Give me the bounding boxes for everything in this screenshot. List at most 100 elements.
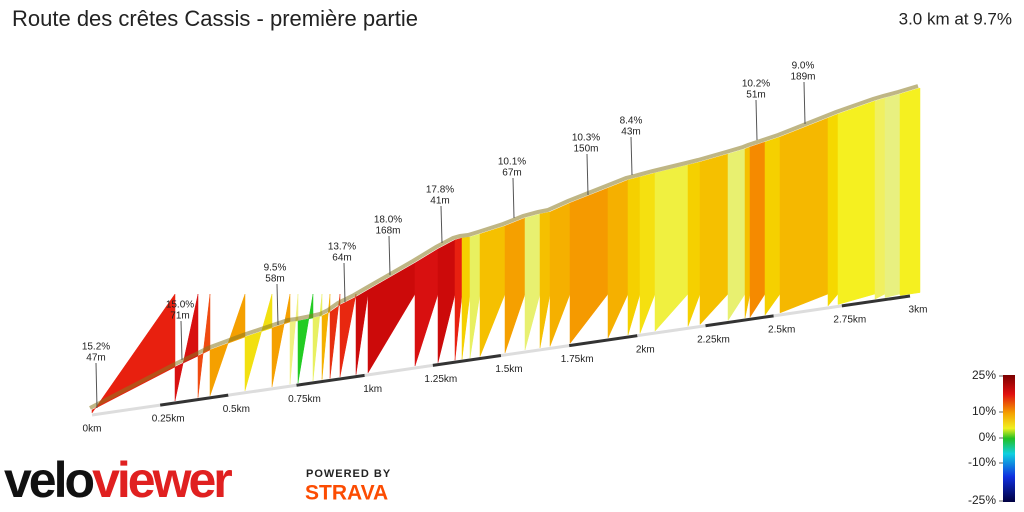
profile-segment bbox=[744, 146, 751, 319]
x-tick-label: 0.5km bbox=[223, 404, 250, 415]
annotation-grade: 13.7% bbox=[328, 242, 356, 253]
annotation-grade: 8.4% bbox=[620, 116, 643, 127]
x-tick-label: 0.75km bbox=[288, 394, 321, 405]
ground-tick bbox=[159, 393, 229, 407]
annotation-length: 67m bbox=[502, 168, 521, 179]
profile-segment bbox=[479, 225, 506, 357]
annotation-length: 43m bbox=[621, 127, 640, 138]
ground-tick bbox=[228, 383, 297, 397]
subtitle: 3.0 km at 9.7% bbox=[899, 9, 1012, 28]
ground-tick bbox=[773, 304, 843, 318]
profile-segment bbox=[414, 248, 439, 367]
annotation-leader bbox=[630, 136, 633, 176]
x-tick-label: 2.75km bbox=[833, 315, 866, 326]
profile-segment bbox=[639, 172, 656, 334]
logo: veloviewer bbox=[4, 452, 232, 508]
strava-logo: STRAVA bbox=[305, 482, 388, 505]
annotation-grade: 10.1% bbox=[498, 157, 526, 168]
profile-ridge bbox=[89, 84, 919, 410]
profile-segment bbox=[209, 293, 246, 396]
annotation-grade: 18.0% bbox=[374, 215, 402, 226]
ground-tick bbox=[432, 354, 502, 367]
annotation-leader bbox=[440, 205, 443, 244]
annotation-leader bbox=[512, 177, 515, 219]
profile-segment bbox=[355, 289, 369, 375]
profile-segment bbox=[329, 293, 341, 379]
profile-segment bbox=[899, 87, 921, 296]
powered-by: POWERED BY bbox=[306, 468, 391, 480]
ground-tick bbox=[364, 363, 434, 377]
annotation-grade: 15.0% bbox=[166, 300, 194, 311]
profile-segment bbox=[569, 187, 609, 345]
annotation-length: 47m bbox=[86, 353, 105, 364]
profile-segment bbox=[749, 141, 766, 319]
profile-segment bbox=[874, 97, 886, 300]
profile-segment bbox=[727, 148, 746, 322]
profile-segment bbox=[699, 153, 729, 326]
x-tick-label: 0km bbox=[83, 424, 102, 435]
chart-title: Route des crêtes Cassis - première parti… bbox=[12, 6, 418, 31]
profile-segment bbox=[539, 211, 551, 348]
annotation-length: 64m bbox=[332, 253, 351, 264]
annotation-grade: 10.3% bbox=[572, 133, 600, 144]
annotation-length: 71m bbox=[170, 311, 189, 322]
profile-segment bbox=[654, 164, 689, 332]
profile-segment bbox=[437, 239, 456, 363]
profile-segment bbox=[627, 176, 641, 336]
ground-tick bbox=[296, 373, 365, 387]
annotation-grade: 10.2% bbox=[742, 79, 770, 90]
profile-segment bbox=[469, 233, 481, 359]
profile-segment bbox=[454, 237, 463, 361]
annotation-grade: 15.2% bbox=[82, 342, 110, 353]
profile-segment bbox=[312, 293, 323, 381]
annotation-grade: 9.5% bbox=[264, 263, 287, 274]
annotation-grade: 17.8% bbox=[426, 185, 454, 196]
profile-segment bbox=[504, 217, 526, 353]
annotation-leader bbox=[276, 283, 279, 326]
annotation-leader bbox=[343, 262, 346, 303]
x-tick-label: 3km bbox=[909, 305, 928, 316]
profile-segment bbox=[687, 161, 701, 327]
annotation-leader bbox=[755, 99, 758, 141]
x-tick-label: 2.5km bbox=[768, 324, 795, 335]
profile-segment bbox=[549, 202, 571, 347]
profile-segment bbox=[297, 293, 314, 384]
annotation-leader bbox=[180, 320, 183, 361]
profile-segment bbox=[764, 136, 781, 316]
x-tick-label: 2.25km bbox=[697, 334, 730, 345]
x-tick-label: 1km bbox=[363, 384, 382, 395]
annotation-length: 189m bbox=[790, 72, 815, 83]
colorbar-label: 10% bbox=[972, 404, 996, 418]
profile-segment bbox=[321, 293, 331, 380]
x-tick-label: 2km bbox=[636, 344, 655, 355]
ground-tick bbox=[500, 344, 570, 357]
annotation-length: 58m bbox=[265, 274, 284, 285]
profile-segment bbox=[339, 293, 357, 377]
profile-segment bbox=[461, 236, 471, 360]
annotation-leader bbox=[95, 362, 98, 409]
colorbar-label: 25% bbox=[972, 368, 996, 382]
annotation-length: 168m bbox=[375, 226, 400, 237]
x-tick-label: 0.25km bbox=[152, 414, 185, 425]
profile bbox=[89, 84, 921, 414]
annotation-length: 51m bbox=[746, 90, 765, 101]
logo-velo: velo bbox=[4, 452, 94, 508]
annotation-leader bbox=[388, 235, 391, 276]
ground-tick bbox=[91, 403, 161, 417]
ground-tick bbox=[841, 294, 911, 308]
colorbar-label: -25% bbox=[968, 493, 996, 507]
profile-segment bbox=[271, 293, 291, 387]
colorbar-label: -10% bbox=[968, 455, 996, 469]
profile-segment bbox=[197, 293, 211, 398]
profile-segment bbox=[884, 93, 901, 298]
ground-tick bbox=[637, 324, 706, 338]
annotation-grade: 9.0% bbox=[792, 61, 815, 72]
annotation-leader bbox=[586, 153, 589, 196]
ground-tick bbox=[705, 314, 774, 328]
colorbar bbox=[1003, 375, 1015, 502]
profile-segment bbox=[607, 179, 629, 339]
colorbar-label: 0% bbox=[979, 430, 997, 444]
ground-tick bbox=[568, 334, 638, 348]
annotation-leader bbox=[803, 81, 806, 125]
